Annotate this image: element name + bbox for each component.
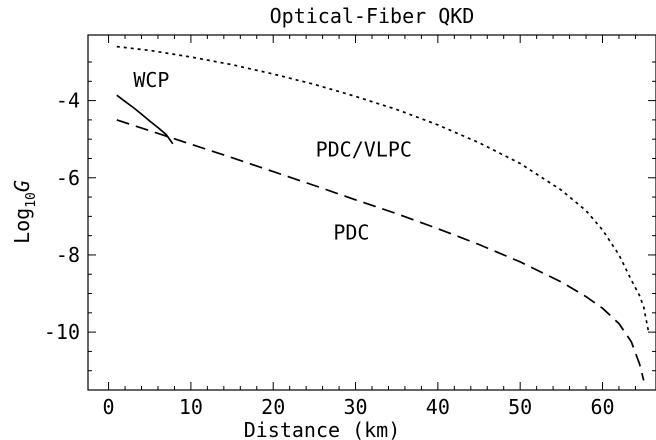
x-tick-label: 60 [590,395,614,419]
x-tick-label: 30 [343,395,367,419]
x-tick-label: 0 [103,395,115,419]
series-annotation: PDC [333,221,369,245]
y-tick-label: -10 [44,320,80,344]
series-annotation: WCP [133,68,169,92]
y-axis-label-base: Log [10,208,34,244]
y-tick-label: -8 [56,243,80,267]
y-axis-label-sub: 10 [24,192,39,208]
y-tick-label: -4 [56,89,80,113]
y-axis-label: Log10G [10,180,39,244]
x-tick-label: 20 [261,395,285,419]
y-axis-label-var: G [10,180,34,192]
plot-frame [87,34,656,391]
series-line-pdc-vlpc [116,45,650,333]
annotations: WCP PDC/VLPC PDC [133,68,412,244]
series-line-wcp [116,94,174,145]
x-tick-label: 10 [179,395,203,419]
x-tick-label: 50 [508,395,532,419]
x-axis-label: Distance (km) [244,418,401,440]
chart-title: Optical-Fiber QKD [270,4,475,28]
series-annotation: PDC/VLPC [316,138,412,162]
series-line-pdc [116,119,645,381]
tick-labels: 0 10 20 30 40 50 60 -10 -8 -6 -4 [44,89,615,419]
ticks [88,35,656,390]
y-tick-label: -6 [56,166,80,190]
x-tick-label: 40 [426,395,450,419]
series-layer [116,45,650,381]
